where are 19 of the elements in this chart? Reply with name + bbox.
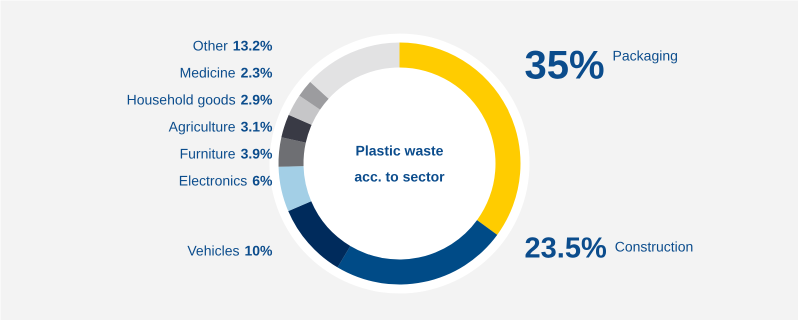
slice-label: Medicine — [180, 64, 236, 80]
slice-label: Packaging — [612, 48, 678, 64]
data-label: 6% — [252, 172, 274, 188]
data-label: 3.1% — [240, 118, 274, 134]
slice-label: Furniture — [180, 146, 236, 162]
text: Plastic waste acc. to sector — [354, 142, 446, 184]
data-label: 13.2% — [232, 38, 274, 54]
slice-label: Other — [192, 38, 228, 54]
slice-label: Electronics — [178, 172, 248, 188]
slice-label: Vehicles — [187, 242, 240, 258]
slice-label: Agriculture — [168, 118, 236, 134]
data-label: 3.9% — [240, 146, 274, 162]
data-label: 35% — [524, 44, 605, 88]
data-label: 10% — [244, 242, 274, 258]
slice-label: Household goods — [126, 92, 236, 108]
data-label: 2.9% — [240, 92, 274, 108]
data-label: 23.5% — [524, 232, 607, 264]
slice-label: Construction — [614, 238, 694, 254]
data-label: 2.3% — [240, 64, 274, 80]
